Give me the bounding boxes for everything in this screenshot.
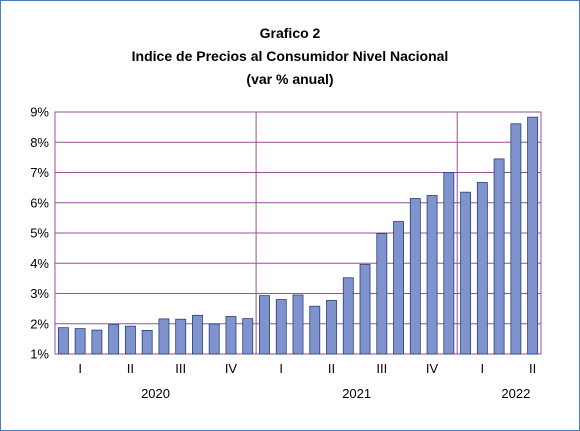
bar [409, 198, 421, 355]
bar [242, 318, 254, 355]
x-quarter-label: I [481, 361, 485, 376]
bar [74, 328, 86, 355]
bar [292, 294, 304, 355]
x-quarter-label: III [175, 361, 186, 376]
bar [175, 318, 187, 355]
bar [393, 221, 404, 355]
y-tick-label: 8% [30, 135, 49, 150]
bar [359, 264, 371, 355]
x-year-label: 2021 [342, 386, 371, 401]
x-year-label: 2022 [501, 386, 530, 401]
y-tick-label: 1% [30, 347, 49, 362]
bar [376, 233, 388, 355]
x-quarter-label: I [78, 361, 82, 376]
x-quarter-label: IV [426, 361, 439, 376]
x-quarter-label: I [279, 361, 283, 376]
x-quarter-label: II [529, 361, 536, 376]
y-tick-label: 2% [30, 316, 49, 331]
bar [476, 182, 488, 355]
bar [326, 300, 337, 355]
x-year-label: 2020 [141, 386, 170, 401]
y-tick-label: 5% [30, 226, 49, 241]
bar [259, 295, 270, 355]
bar [57, 327, 69, 355]
bar [443, 172, 455, 355]
bar [527, 116, 539, 355]
bar [208, 323, 220, 355]
chart-title: Grafico 2 [259, 25, 321, 41]
y-tick-label: 3% [30, 286, 49, 301]
y-tick-label: 4% [30, 256, 49, 271]
bar [275, 299, 287, 355]
x-quarter-label: II [127, 361, 134, 376]
bar [91, 329, 103, 355]
x-quarter-label: III [376, 361, 387, 376]
bar [124, 325, 136, 355]
x-quarter-label: II [328, 361, 335, 376]
y-tick-label: 9% [30, 105, 49, 120]
bar [108, 324, 120, 355]
bar [158, 318, 170, 355]
bar [342, 277, 354, 355]
bar [309, 305, 321, 355]
y-tick-label: 7% [30, 165, 49, 180]
bar [460, 191, 472, 355]
bar [426, 195, 438, 355]
bar [141, 330, 153, 355]
bar [225, 316, 237, 355]
bar [493, 158, 505, 355]
chart-title-block: Grafico 2 Indice de Precios al Consumido… [0, 22, 580, 91]
chart-subtitle-unit: (var % anual) [246, 71, 334, 87]
chart-subtitle: Indice de Precios al Consumidor Nivel Na… [131, 48, 449, 64]
bar [192, 314, 203, 355]
x-quarter-label: IV [225, 361, 238, 376]
y-tick-label: 6% [30, 195, 49, 210]
bar [510, 123, 522, 355]
